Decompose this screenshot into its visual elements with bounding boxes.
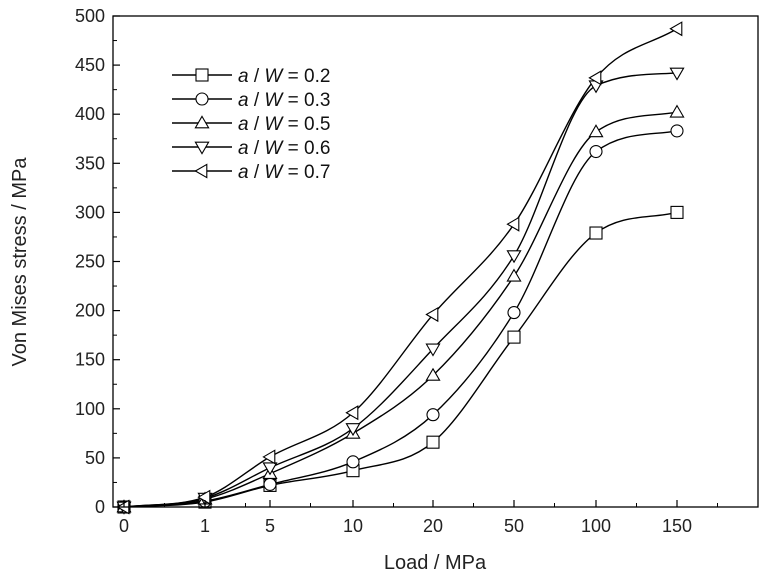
data-point [425,343,441,357]
data-point [669,21,683,37]
y-tick-label: 350 [75,153,105,173]
data-point [506,268,522,282]
data-point [588,124,604,138]
x-tick-label: 5 [265,516,275,536]
y-tick-label: 250 [75,252,105,272]
series-line [123,111,678,507]
data-point [262,449,276,465]
series-line [123,72,678,507]
legend-marker [194,141,210,155]
legend: a / W = 0.2 a / W = 0.3 a / W = 0.5 a / W =… [172,66,330,183]
legend-label: a / W = 0.5 [238,114,330,135]
data-point [345,423,361,437]
data-point [669,104,685,118]
y-tick-label: 100 [75,399,105,419]
x-tick-label: 100 [581,516,611,536]
legend-label: a / W = 0.6 [238,138,330,159]
y-tick-label: 450 [75,55,105,75]
data-point [669,67,685,81]
data-point [262,462,278,476]
y-tick-label: 400 [75,104,105,124]
legend-item: a / W = 0.6 [172,138,330,159]
x-tick-label: 0 [119,516,129,536]
data-point [425,306,439,323]
data-point [506,216,520,232]
data-point [589,226,603,240]
data-point [263,477,277,491]
x-tick-label: 20 [423,516,443,536]
legend-item: a / W = 0.5 [172,114,330,135]
y-tick-label: 200 [75,301,105,321]
data-point [670,124,684,138]
data-point [426,435,440,449]
x-tick-label: 50 [504,516,524,536]
legend-marker [194,163,208,179]
series-line [123,28,678,507]
legend-item: a / W = 0.3 [172,90,330,111]
y-tick-label: 50 [85,448,105,468]
x-tick-label: 1 [200,516,210,536]
y-tick-label: 0 [95,497,105,517]
data-point [588,70,602,86]
x-axis-label: Load / MPa [384,552,487,574]
y-tick-label: 150 [75,350,105,370]
series-curves [123,28,678,507]
data-point [345,405,359,421]
x-tick-label: 10 [343,516,363,536]
data-point [589,144,603,159]
legend-label: a / W = 0.3 [238,90,330,111]
series-line [123,211,678,507]
data-point [197,489,211,505]
data-point [425,367,441,381]
y-axis-label: Von Mises stress / MPa [9,157,31,367]
legend-item: a / W = 0.2 [172,66,330,87]
y-tick-label: 300 [75,202,105,222]
series-line [123,130,678,507]
legend-marker [195,68,209,82]
legend-marker [195,92,209,106]
legend-item: a / W = 0.7 [172,162,330,183]
y-tick-label: 500 [75,6,105,26]
data-point [670,205,684,219]
legend-marker [194,115,210,129]
data-point [426,408,440,422]
x-axis: 0 1 5 10 20 50 100 150 [119,500,718,536]
data-point [507,330,521,344]
legend-label: a / W = 0.7 [238,162,330,183]
legend-label: a / W = 0.2 [238,66,330,87]
data-point [506,250,522,264]
data-point [346,455,360,469]
x-tick-label: 150 [662,516,692,536]
y-axis: 0 50 100 150 200 250 300 350 400 450 500 [75,6,120,517]
data-point [507,306,521,320]
